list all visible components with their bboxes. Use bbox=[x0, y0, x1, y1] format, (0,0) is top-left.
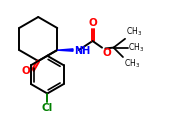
Text: O: O bbox=[21, 66, 30, 76]
Text: NH: NH bbox=[74, 46, 90, 56]
Text: O: O bbox=[88, 18, 97, 28]
Text: CH$_3$: CH$_3$ bbox=[128, 41, 145, 54]
Text: O: O bbox=[102, 48, 111, 58]
Text: CH$_3$: CH$_3$ bbox=[126, 26, 142, 38]
Text: Cl: Cl bbox=[42, 103, 53, 113]
Polygon shape bbox=[57, 49, 73, 51]
Text: CH$_3$: CH$_3$ bbox=[124, 57, 140, 70]
